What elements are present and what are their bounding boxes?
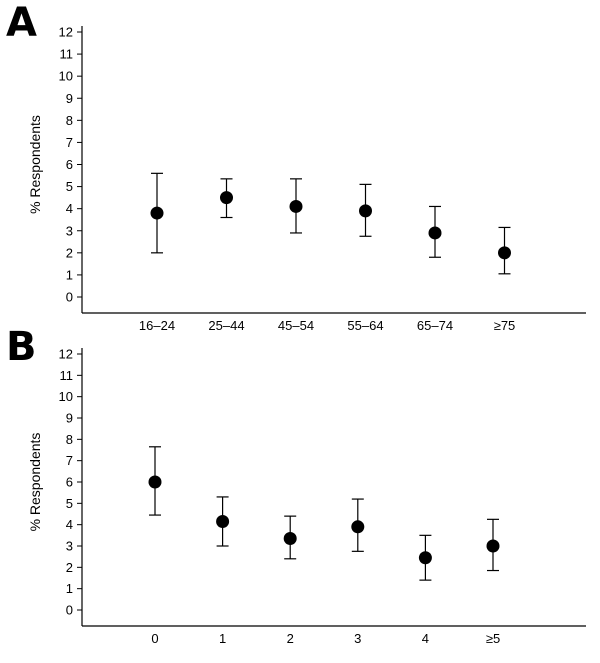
data-point [428,226,442,240]
y-tick-label: 12 [59,347,73,362]
data-point [289,199,303,213]
y-tick-label: 11 [60,47,74,62]
x-category-label: 2 [287,631,294,646]
x-category-label: 3 [354,631,361,646]
y-axis-title: % Respondents [27,433,43,532]
y-tick-label: 3 [66,539,73,554]
y-tick-label: 12 [59,25,73,40]
data-point [150,206,164,220]
y-tick-label: 0 [66,603,73,618]
y-tick-label: 6 [66,157,73,172]
data-point [359,204,372,218]
y-tick-label: 7 [66,135,73,150]
panel-letter-b: B [6,324,37,370]
y-tick-label: 11 [60,368,74,383]
y-tick-label: 5 [66,496,73,511]
x-category-label: 0 [151,631,158,646]
y-tick-label: 10 [59,389,73,404]
data-point [148,475,162,489]
data-point [418,551,432,565]
y-tick-label: 10 [59,69,73,84]
x-category-label: ≥5 [486,631,500,646]
data-point [216,514,230,528]
x-category-label: 25–44 [208,318,244,333]
y-tick-label: 3 [66,223,73,238]
y-tick-label: 1 [66,267,73,282]
x-category-label: 4 [422,631,429,646]
data-point [351,520,365,534]
x-category-label: 1 [219,631,226,646]
y-tick-label: 2 [66,560,73,575]
y-axis-title: % Respondents [27,115,43,214]
y-tick-label: 1 [66,581,73,596]
y-tick-label: 5 [66,179,73,194]
data-point [498,246,511,260]
data-point [283,532,297,546]
y-tick-label: 4 [66,517,73,532]
y-tick-label: 9 [66,91,73,106]
y-tick-label: 0 [66,290,73,305]
y-tick-label: 8 [66,432,73,447]
x-category-label: ≥75 [494,318,516,333]
data-point [486,539,500,553]
y-tick-label: 2 [66,245,73,260]
y-tick-label: 8 [66,113,73,128]
x-category-label: 55–64 [347,318,383,333]
x-category-label: 45–54 [278,318,314,333]
x-category-label: 65–74 [417,318,453,333]
y-tick-label: 7 [66,453,73,468]
data-point [220,191,233,205]
x-category-label: 16–24 [139,318,175,333]
panel-letter-a: A [6,0,37,46]
y-tick-label: 9 [66,411,73,426]
y-tick-label: 6 [66,475,73,490]
y-tick-label: 4 [66,201,73,216]
